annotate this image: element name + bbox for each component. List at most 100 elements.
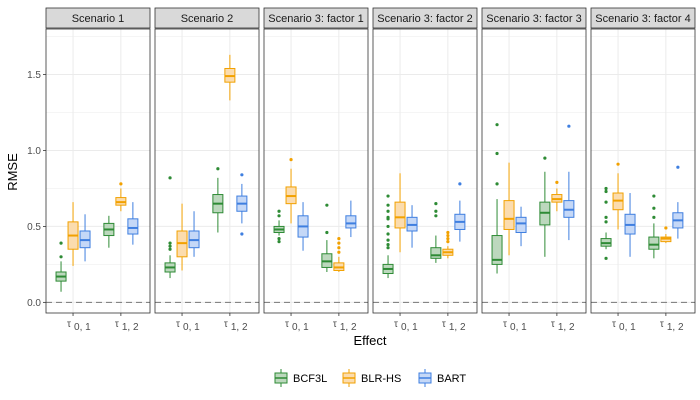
x-tick-label: τ <box>442 319 446 330</box>
outlier-point <box>168 247 172 251</box>
outlier-point <box>386 194 390 198</box>
x-tick-subscript: 1, 2 <box>231 322 248 333</box>
panel-background <box>591 29 695 313</box>
x-tick-label: τ <box>333 319 337 330</box>
box-bart <box>563 124 575 241</box>
x-tick-subscript: 1, 2 <box>558 322 575 333</box>
outlier-point <box>676 165 680 169</box>
outlier-point <box>386 243 390 247</box>
facet-strip <box>45 7 151 29</box>
outlier-point <box>664 226 668 230</box>
outlier-point <box>604 200 608 204</box>
outlier-point <box>216 167 220 171</box>
outlier-point <box>289 158 293 162</box>
outlier-point <box>446 240 450 244</box>
box-bcf3l <box>430 202 442 263</box>
outlier-point <box>446 236 450 241</box>
panel-border <box>590 28 696 314</box>
x-tick-subscript: 0, 1 <box>619 322 636 333</box>
x-tick-subscript: 0, 1 <box>510 322 527 333</box>
outlier-point <box>604 186 608 191</box>
box-bcf3l <box>321 203 333 272</box>
x-tick-label: τ <box>67 319 71 330</box>
box-bart <box>236 173 248 236</box>
outlier-point <box>277 209 281 213</box>
box-bart <box>127 202 139 245</box>
outlier-point <box>604 189 608 194</box>
outlier-point <box>434 202 438 206</box>
outlier-point <box>59 241 63 245</box>
box-bart <box>454 182 466 242</box>
outlier-point <box>652 215 656 219</box>
outlier-point <box>652 194 656 198</box>
facet-strip <box>154 7 260 29</box>
outlier-point <box>616 162 620 166</box>
outlier-point <box>434 214 438 218</box>
facet-strip <box>263 7 369 29</box>
outlier-point <box>495 123 499 127</box>
box-bcf3l <box>382 194 394 279</box>
box-blr-hs <box>612 162 624 230</box>
panel-background <box>482 29 586 313</box>
box-blr-hs <box>551 180 563 212</box>
y-axis-title: RMSE <box>5 153 20 191</box>
box-iqr <box>430 247 442 259</box>
outlier-point <box>337 250 341 254</box>
panel-background <box>46 29 150 313</box>
outlier-point <box>567 124 571 128</box>
outlier-point <box>325 203 329 207</box>
outlier-point <box>604 215 608 219</box>
outlier-point <box>458 182 462 186</box>
facet-strip-title: Scenario 3: factor 3 <box>486 13 581 25</box>
outlier-point <box>277 240 281 244</box>
x-tick-subscript: 1, 2 <box>667 322 684 333</box>
facet-panel: Scenario 1τ 0, 1 τ 1, 2 <box>45 7 151 333</box>
box-bart <box>624 193 636 257</box>
facet-strip-title: Scenario 3: factor 1 <box>268 13 363 25</box>
box-bcf3l <box>103 215 115 248</box>
box-blr-hs <box>394 173 406 253</box>
box-bcf3l <box>491 123 503 274</box>
outlier-point <box>604 220 608 224</box>
facet-panel: Scenario 3: factor 2τ 0, 1 τ 1, 2 <box>372 7 478 333</box>
box-blr-hs <box>224 54 236 101</box>
x-tick-subscript: 0, 1 <box>292 322 309 333</box>
outlier-point <box>386 246 390 250</box>
facet-strip <box>590 7 696 29</box>
box-bart <box>188 211 200 257</box>
facet-panel: Scenario 3: factor 1τ 0, 1 τ 1, 2 <box>263 7 369 333</box>
box-bcf3l <box>600 186 612 260</box>
x-tick-subscript: 0, 1 <box>401 322 418 333</box>
legend-label: BLR-HS <box>361 373 401 385</box>
facet-strip-title: Scenario 1 <box>72 13 125 25</box>
box-bcf3l <box>212 167 224 233</box>
box-iqr <box>515 216 527 234</box>
outlier-point <box>386 215 390 219</box>
box-iqr <box>648 236 660 250</box>
outlier-point <box>168 244 172 248</box>
outlier-point <box>386 238 390 242</box>
box-iqr <box>127 218 139 235</box>
facet-panel: Scenario 3: factor 3τ 0, 1 τ 1, 2 <box>481 7 587 333</box>
outlier-point <box>495 182 499 186</box>
facet-panel: Scenario 2τ 0, 1 τ 1, 2 <box>154 7 260 333</box>
legend-item-blr-hs: BLR-HS <box>342 369 401 387</box>
box-bcf3l <box>648 194 660 259</box>
outlier-point <box>386 203 390 207</box>
panel-border <box>481 28 587 314</box>
box-bart <box>79 214 91 262</box>
facet-strip-title: Scenario 3: factor 2 <box>377 13 472 25</box>
y-tick-label: 1.0 <box>27 146 41 157</box>
outlier-point <box>543 156 547 160</box>
outlier-point <box>277 236 281 241</box>
box-blr-hs <box>115 182 127 212</box>
box-blr-hs <box>176 203 188 271</box>
y-axis: 0.0 0.5 1.0 1.5 <box>27 70 46 309</box>
outlier-point <box>337 241 341 245</box>
legend: BCF3L BLR-HS BART <box>274 369 466 387</box>
outlier-point <box>386 232 390 236</box>
x-tick-label: τ <box>224 319 228 330</box>
outlier-point <box>119 182 123 186</box>
facet-strip <box>372 7 478 29</box>
